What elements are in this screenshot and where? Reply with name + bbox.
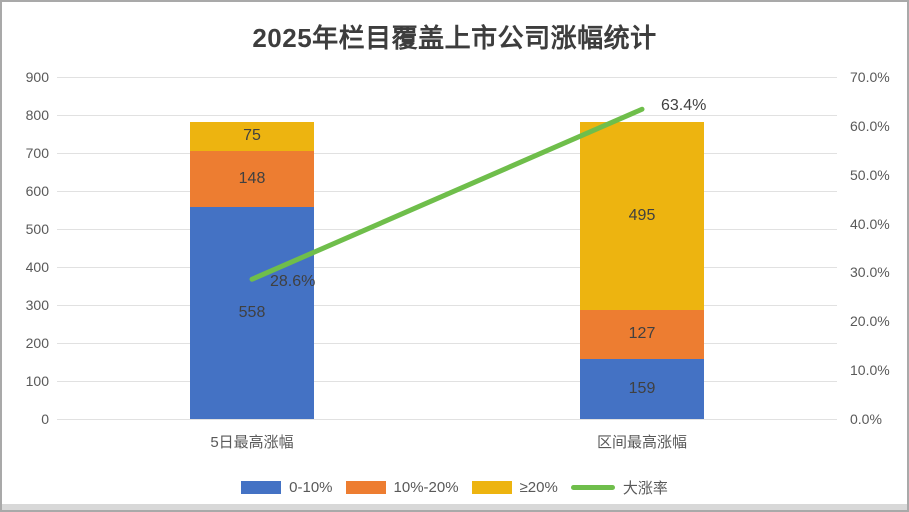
gridline: [57, 77, 837, 78]
y-axis-right-tick-label: 60.0%: [850, 117, 890, 134]
x-axis-label-category-2: 区间最高涨幅: [596, 434, 687, 451]
y-axis-right-tick-label: 20.0%: [850, 313, 890, 330]
gridline: [57, 305, 837, 306]
y-axis-right-tick-label: 50.0%: [850, 166, 890, 183]
y-axis-left-tick-label: 300: [25, 297, 49, 313]
bar-segment-0-10%[interactable]: 558: [190, 206, 314, 419]
y-axis-right-tick-label: 10.0%: [850, 362, 890, 379]
legend-swatch-blue: [241, 480, 282, 494]
gridline: [57, 267, 837, 268]
y-axis-left-tick-label: 500: [25, 221, 49, 237]
bar-value-label: 127: [628, 325, 656, 343]
bottom-strip: [2, 504, 907, 510]
legend-label: 10%-20%: [393, 478, 459, 496]
y-axis-right-tick-label: 70.0%: [850, 69, 890, 85]
legend-swatch-gold: [471, 480, 512, 494]
legend-label: 大涨率: [622, 479, 668, 497]
legend-swatch-orange: [345, 480, 386, 494]
gridline: [57, 115, 837, 116]
trend-point-label: 63.4%: [661, 97, 707, 115]
y-axis-left-tick-label: 100: [25, 373, 49, 389]
bar-segment-≥20%[interactable]: 495: [580, 122, 704, 311]
bar-value-label: 159: [628, 379, 656, 397]
y-axis-left-tick-label: 900: [25, 69, 49, 85]
gridline: [57, 343, 837, 344]
bar-segment-10%-20%[interactable]: 148: [190, 150, 314, 207]
legend-line-swatch-green: [570, 484, 615, 490]
chart-title: 2025年栏目覆盖上市公司涨幅统计: [252, 23, 657, 53]
gridline: [57, 381, 837, 382]
legend: 0-10% 10%-20% ≥20% 大涨率: [2, 476, 907, 498]
gridline: [57, 229, 837, 230]
bar-value-label: 75: [243, 127, 261, 145]
y-axis-right-tick-label: 40.0%: [850, 215, 890, 232]
bar-value-label: 558: [238, 303, 266, 321]
y-axis-left-tick-label: 700: [25, 145, 49, 161]
y-axis-left-tick-label: 600: [25, 183, 49, 199]
gridline: [57, 153, 837, 154]
y-axis-left-tick-label: 400: [25, 259, 49, 275]
legend-item-gte-20[interactable]: ≥20%: [471, 478, 558, 496]
gridline: [57, 419, 837, 420]
trend-point-label: 28.6%: [270, 273, 316, 291]
legend-item-trend[interactable]: 大涨率: [570, 477, 668, 498]
y-axis-left-tick-label: 0: [41, 411, 49, 427]
bar-segment-≥20%[interactable]: 75: [190, 122, 314, 151]
bar-segment-10%-20%[interactable]: 127: [580, 310, 704, 359]
y-axis-left-tick-label: 800: [25, 107, 49, 123]
legend-label: ≥20%: [519, 478, 558, 496]
legend-item-10-20[interactable]: 10%-20%: [345, 478, 459, 496]
y-axis-right-tick-label: 30.0%: [850, 264, 890, 281]
y-axis-left-tick-label: 200: [25, 335, 49, 351]
x-axis-label-category-1: 5日最高涨幅: [210, 434, 294, 451]
bar-value-label: 148: [238, 169, 266, 187]
legend-label: 0-10%: [289, 478, 333, 496]
bar-segment-0-10%[interactable]: 159: [580, 358, 704, 419]
y-axis-right-tick-label: 0.0%: [850, 411, 882, 427]
bar-value-label: 495: [628, 207, 656, 225]
gridline: [57, 191, 837, 192]
legend-item-0-10[interactable]: 0-10%: [241, 478, 333, 496]
